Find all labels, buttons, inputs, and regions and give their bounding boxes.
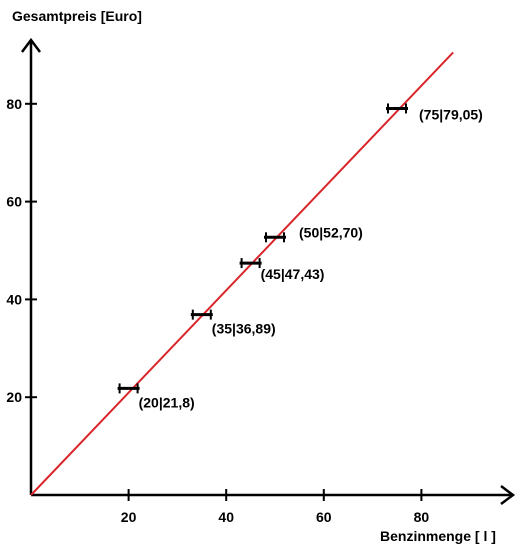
point-label: (45|47,43): [261, 266, 325, 282]
y-tick-label: 60: [6, 194, 22, 210]
x-tick-label: 20: [121, 509, 137, 525]
x-axis-arrowhead: [500, 485, 516, 505]
y-tick-label: 40: [6, 291, 22, 307]
y-tick-label: 20: [6, 389, 22, 405]
point-label: (35|36,89): [212, 321, 276, 337]
point-label: (50|52,70): [299, 224, 363, 240]
y-axis-arrowhead: [21, 37, 41, 53]
trend-line-group: [30, 51, 454, 496]
y-tick-label: 80: [6, 96, 22, 112]
x-tick-label: 60: [316, 509, 332, 525]
y-axis-label: Gesamtpreis [Euro]: [12, 8, 142, 24]
point-label: (75|79,05): [419, 106, 483, 122]
trend-line: [30, 51, 454, 496]
x-tick-label: 40: [218, 509, 234, 525]
x-tick-label: 80: [414, 509, 430, 525]
x-axis-label: Benzinmenge [ l ]: [380, 528, 496, 544]
point-label: (20|21,8): [139, 394, 195, 410]
data-points: (20|21,8) (35|36,89) (45|47,43) (50|52,70) (…: [117, 103, 483, 410]
axis-ticks: 20 40 60 80 20 40 60 80: [6, 96, 429, 525]
axes: [21, 37, 516, 505]
